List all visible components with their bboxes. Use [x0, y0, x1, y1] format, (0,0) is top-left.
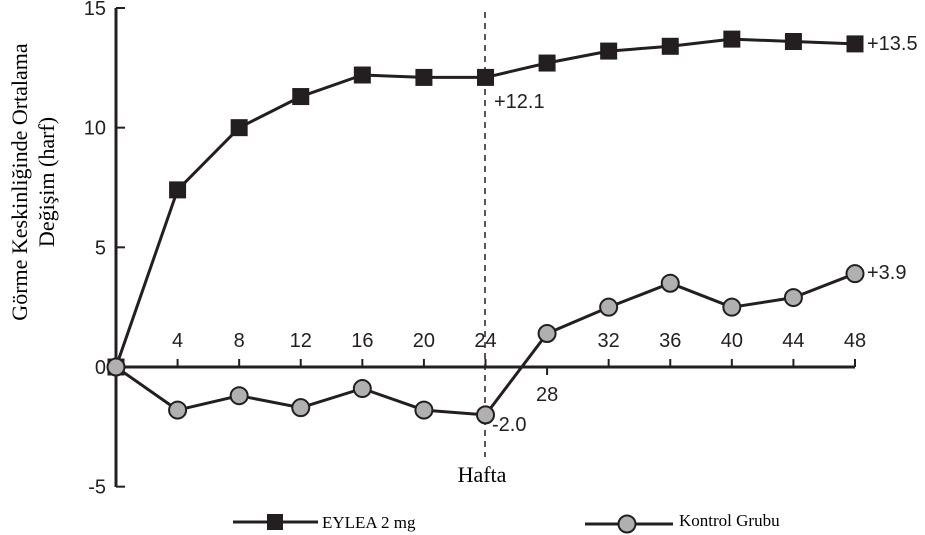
y-axis-title: Görme Keskinliğinde Ortalama Değişim (ha… [7, 43, 59, 321]
eylea-data-point [784, 33, 802, 51]
y-tick-label: 5 [95, 237, 106, 259]
y-axis-title-line-1: Görme Keskinliğinde Ortalama [7, 43, 32, 321]
eylea-end-label: +13.5 [867, 33, 918, 55]
x-tick-label: 20 [413, 330, 435, 352]
y-tick-label: 10 [84, 118, 106, 140]
eylea-data-point [292, 88, 310, 106]
control-data-point [476, 405, 495, 425]
x-tick-label: 8 [234, 330, 245, 352]
series-layer [106, 30, 865, 425]
y-tick-label: 0 [95, 357, 106, 379]
legend-square-marker [267, 514, 283, 530]
legend-item-control: Kontrol Grubu [585, 511, 780, 534]
eylea-data-point [415, 68, 433, 86]
eylea-data-point [169, 181, 187, 199]
control-data-point [291, 398, 311, 418]
x-tick-label: 24 [474, 330, 496, 352]
control-data-point [352, 379, 372, 399]
eylea-data-point [353, 66, 371, 84]
x-tick-label: 28 [536, 384, 558, 406]
eylea-data-point [230, 119, 248, 137]
eylea-data-point [600, 42, 618, 60]
x-tick-label: 4 [172, 330, 183, 352]
y-tick-label: 15 [84, 0, 106, 20]
y-tick-label: -5 [88, 477, 106, 499]
x-tick-label: 16 [351, 330, 373, 352]
eylea-data-point [723, 30, 741, 48]
eylea-week24-label: +12.1 [494, 91, 545, 113]
legend-item-eylea: EYLEA 2 mg [233, 513, 416, 532]
data-labels: +13.5 +12.1 +3.9 -2.0 [492, 33, 918, 436]
control-end-label: +3.9 [867, 262, 906, 284]
control-data-point [722, 297, 742, 317]
series-control [106, 264, 865, 425]
control-data-point [660, 273, 680, 293]
y-axis-title-line-2: Değişim (harf) [34, 117, 59, 247]
legend-label-eylea: EYLEA 2 mg [322, 513, 416, 532]
control-data-point [845, 264, 865, 284]
control-week24-label: -2.0 [492, 414, 526, 436]
eylea-data-point [661, 37, 679, 55]
eylea-data-point [538, 54, 556, 72]
x-axis-title: Hafta [458, 462, 507, 487]
control-data-point [599, 297, 619, 317]
legend: EYLEA 2 mg Kontrol Grubu [233, 511, 780, 534]
legend-circle-marker [617, 514, 637, 534]
x-tick-label: 12 [290, 330, 312, 352]
control-data-point [537, 323, 557, 343]
legend-label-control: Kontrol Grubu [679, 511, 780, 530]
control-data-point [414, 400, 434, 420]
control-data-point [229, 386, 249, 406]
control-data-point [783, 288, 803, 308]
eylea-data-point [846, 35, 864, 53]
x-tick-label: 32 [598, 330, 620, 352]
eylea-data-point [477, 68, 494, 86]
control-data-point [106, 357, 126, 377]
control-data-point [168, 400, 188, 420]
x-tick-label: 44 [782, 330, 804, 352]
x-tick-label: 40 [721, 330, 743, 352]
x-tick-label: 48 [844, 330, 866, 352]
x-tick-label: 36 [659, 330, 681, 352]
y-ticks: 15 10 5 0 -5 [84, 0, 125, 499]
